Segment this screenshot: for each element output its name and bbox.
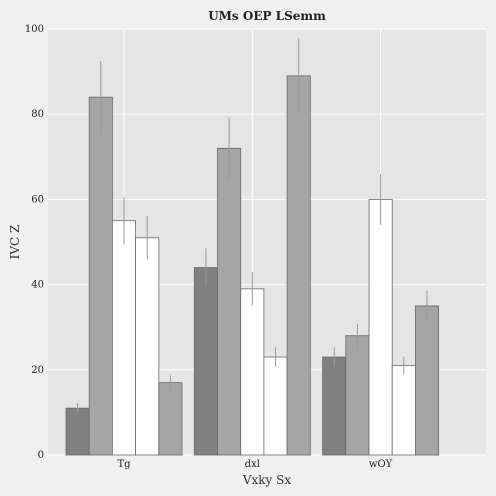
y-tick-label: 20 <box>31 365 44 376</box>
bar <box>263 356 288 456</box>
bar <box>345 335 370 456</box>
bar <box>135 237 160 456</box>
y-tick-label: 0 <box>38 450 44 461</box>
x-axis-label: Vxky Sx <box>242 473 292 487</box>
bar <box>322 356 347 456</box>
bar <box>286 75 311 456</box>
bar <box>217 147 242 456</box>
x-tick-label: dxl <box>245 459 260 470</box>
bar <box>193 267 218 456</box>
x-tick-label: wOY <box>369 459 393 470</box>
y-tick-label: 80 <box>31 109 44 120</box>
bar <box>368 198 393 456</box>
x-tick-label: Tg <box>117 459 131 470</box>
bar <box>414 305 439 456</box>
bar <box>112 220 137 456</box>
y-tick-label: 60 <box>31 194 44 205</box>
y-ticks: 0 20 40 60 80 100 <box>25 24 44 461</box>
chart-title: UMs OEP LSemm <box>208 9 326 23</box>
y-tick-label: 40 <box>31 280 44 291</box>
x-ticks: Tg dxl wOY <box>117 459 392 470</box>
y-tick-label: 100 <box>25 24 44 35</box>
bar <box>88 96 113 456</box>
bar <box>391 365 416 456</box>
bars <box>65 37 439 456</box>
bar <box>240 288 265 456</box>
bar <box>65 407 90 456</box>
bar <box>158 382 183 456</box>
y-axis-label: IVC Z <box>8 225 22 260</box>
